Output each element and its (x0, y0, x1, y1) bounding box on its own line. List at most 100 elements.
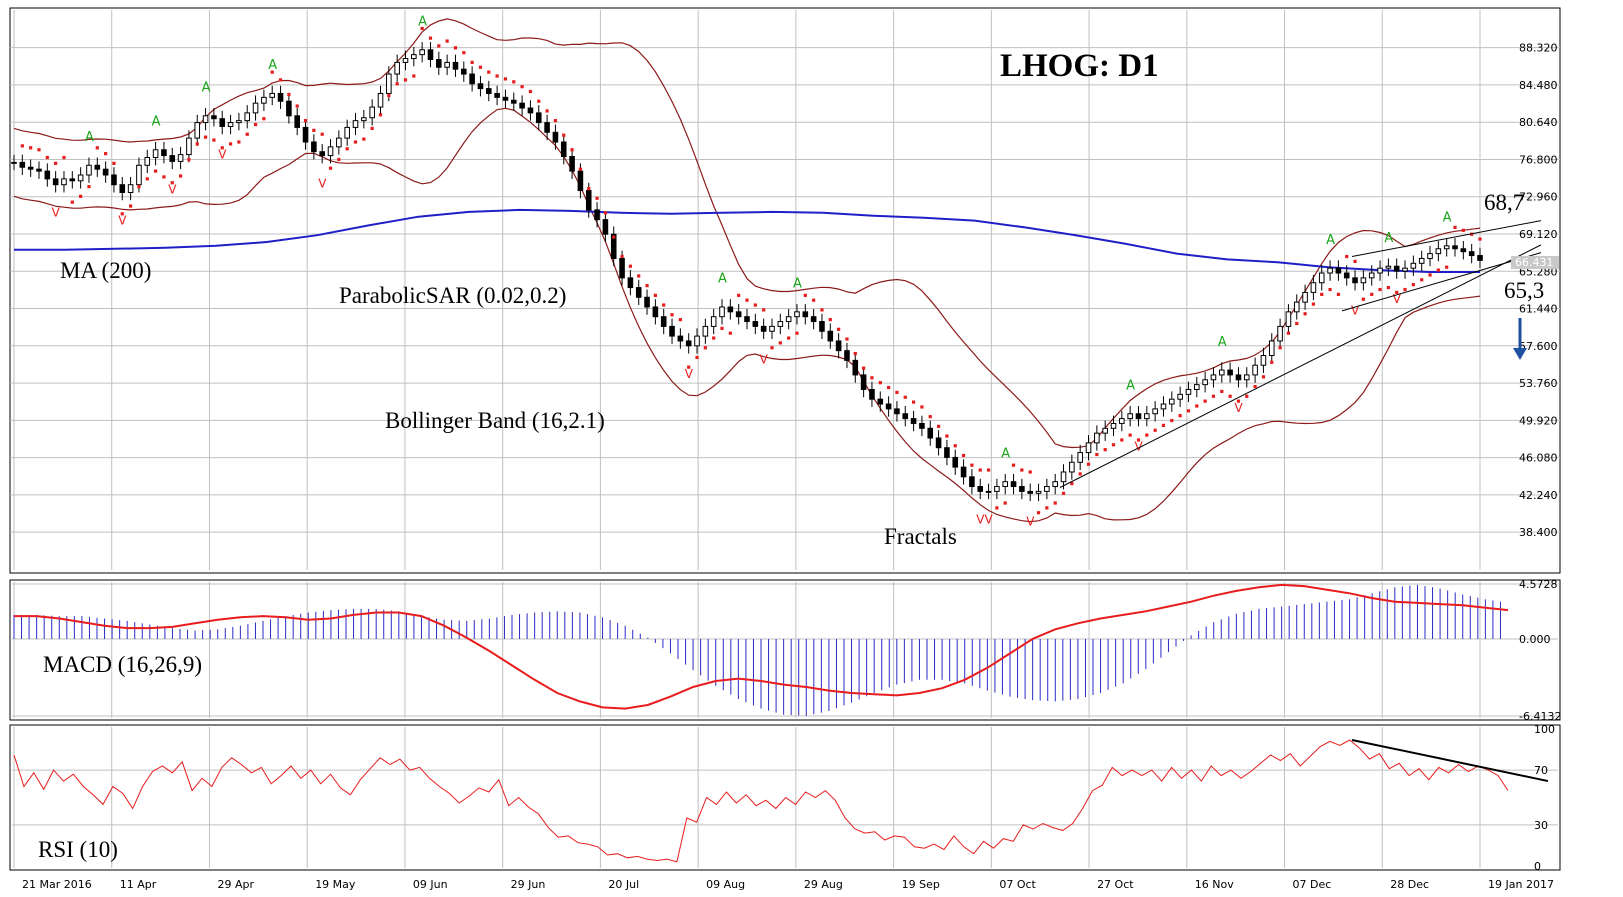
candle-body (660, 316, 667, 327)
sar-dot (1103, 448, 1107, 452)
candle-body (1002, 481, 1009, 488)
sar-dot (270, 70, 274, 74)
macd-histogram (13, 583, 1509, 716)
candle-body (86, 164, 92, 176)
macd-tick-label: 0.000 (1519, 633, 1551, 646)
sar-dot (637, 274, 641, 278)
candle-body (752, 321, 759, 327)
candle-body (452, 61, 459, 70)
candle-body (1393, 265, 1400, 272)
candle-body (1368, 272, 1375, 279)
candle-body (1227, 369, 1233, 376)
candle-body (644, 296, 650, 308)
sar-dot (587, 186, 591, 191)
sar-dot (1278, 346, 1282, 350)
sar-dot (870, 376, 874, 380)
sar-dot (528, 89, 533, 94)
fractal-down-marker: V (685, 367, 694, 381)
candle-body (744, 316, 750, 323)
price-panel-frame (9, 7, 1561, 574)
candle-body (669, 325, 675, 337)
sar-dot (1111, 443, 1116, 447)
rsi-line (13, 738, 1549, 863)
sar-dot (54, 161, 58, 165)
parabolic-sar-dots (20, 26, 1482, 515)
sar-dot (1028, 470, 1032, 474)
sar-dot (104, 152, 108, 156)
rsi-tick-label: 30 (1534, 819, 1548, 832)
sar-dot (820, 308, 824, 312)
price-tick-label: 80.640 (1519, 116, 1558, 129)
sar-dot (1478, 237, 1482, 241)
sar-dot (362, 137, 366, 141)
candle-body (1477, 255, 1483, 261)
sar-dot (1095, 452, 1099, 457)
candle-body (1177, 393, 1183, 400)
candle-body (510, 99, 517, 104)
candle-body (227, 122, 234, 127)
x-tick-label: 19 May (315, 878, 356, 891)
candle-body (1035, 490, 1042, 494)
sar-dot (1053, 501, 1057, 505)
sar-dot (245, 132, 249, 136)
rsi-trendline (1351, 738, 1549, 783)
sar-dot (1070, 482, 1074, 486)
sar-dot (95, 146, 99, 150)
fractal-down-marker: V (1393, 292, 1402, 306)
candle-body (444, 61, 450, 68)
bollinger-label: Bollinger Band (16,2.1) (385, 408, 605, 433)
sar-dot (154, 169, 158, 173)
candle-body (344, 126, 350, 139)
x-tick-label: 19 Jan 2017 (1488, 878, 1554, 891)
sar-dot (220, 146, 224, 150)
sar-dot (812, 298, 816, 302)
candle-body (769, 325, 775, 332)
fractal-up-marker: A (202, 81, 211, 96)
sar-dot (328, 166, 333, 170)
candle-body (61, 178, 67, 186)
candle-body (1277, 325, 1283, 342)
candle-body (1060, 471, 1067, 483)
price-tick-label: 49.920 (1519, 414, 1558, 427)
sar-dot (945, 434, 949, 438)
price-tick-label: 72.960 (1519, 191, 1558, 204)
candle-body (1310, 282, 1317, 293)
sar-dot (445, 39, 449, 43)
candle-body (1110, 422, 1117, 429)
candle-body (411, 54, 417, 60)
fractal-down-marker: V (52, 206, 61, 220)
sar-dot (403, 78, 408, 82)
candle-body (485, 88, 492, 94)
candle-body (252, 102, 259, 114)
ma-200-line (14, 208, 1480, 273)
sar-dot (628, 264, 632, 268)
sar-dot (703, 346, 707, 350)
candle-body (994, 486, 1000, 492)
candle-body (1044, 486, 1050, 492)
candle-body (1293, 301, 1300, 313)
sar-dot (437, 44, 441, 48)
candle-body (902, 413, 909, 420)
sar-dot (287, 92, 291, 97)
candle-body (577, 170, 584, 192)
sar-dot (762, 308, 766, 312)
sar-dot (228, 142, 233, 146)
x-tick-label: 27 Oct (1097, 878, 1134, 891)
sar-dot (653, 293, 657, 297)
x-tick-label: 29 Jun (511, 878, 546, 891)
candle-body (1243, 374, 1250, 381)
sar-dot (595, 196, 599, 200)
candle-body (1335, 267, 1342, 274)
candle-body (702, 325, 709, 337)
candle-body (127, 184, 134, 193)
sar-dot (1036, 511, 1041, 515)
sar-dot (212, 138, 216, 142)
fractal-down-marker: V (118, 213, 127, 227)
sar-dot (320, 132, 324, 136)
candle-body (386, 73, 392, 94)
sar-dot (961, 453, 966, 458)
sar-dot (1236, 399, 1241, 403)
fractal-up-marker: A (85, 130, 94, 145)
candle-body (461, 68, 467, 75)
candle-body (1435, 248, 1442, 255)
